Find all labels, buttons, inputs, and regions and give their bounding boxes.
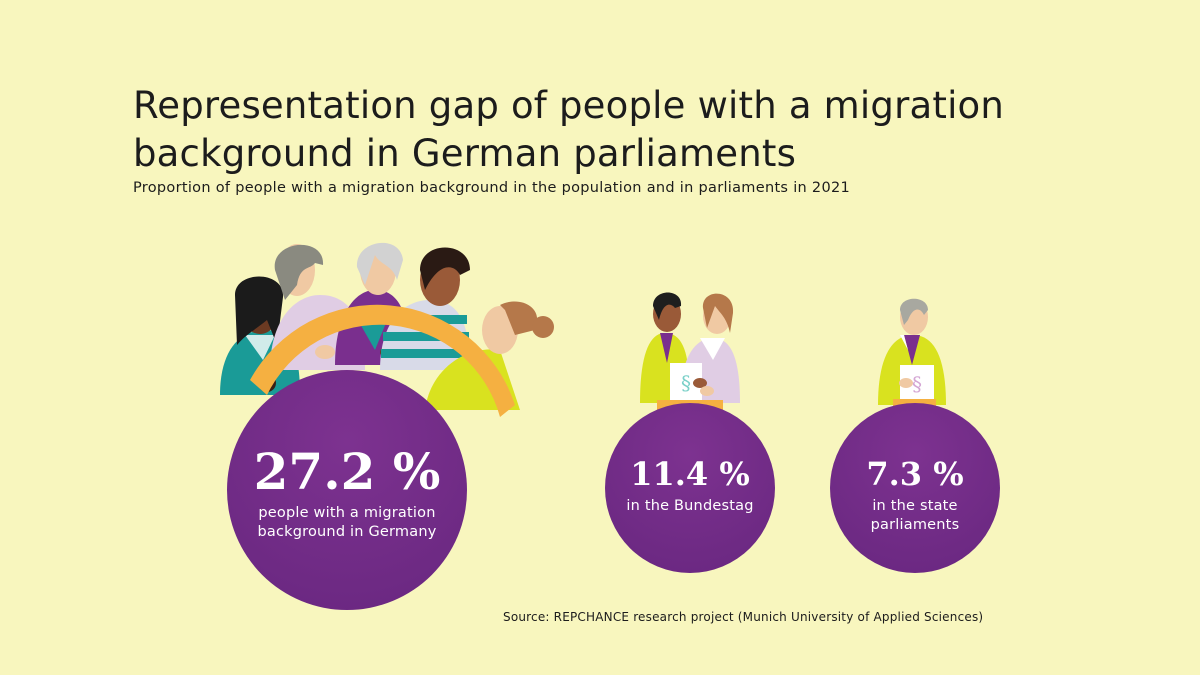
page-subtitle: Proportion of people with a migration ba… (133, 180, 851, 196)
stat-label-line: in the state (872, 498, 958, 514)
stat-label: in the Bundestag (605, 497, 775, 516)
state-parliament-member-illustration: § (878, 298, 946, 413)
stat-circle-state-parliaments: 7.3 % in the state parliaments (830, 403, 1000, 573)
stat-label-line: people with a migration (258, 505, 436, 521)
stat-label-line: in the Bundestag (626, 498, 754, 514)
stat-value: 27.2 % (253, 442, 441, 501)
stat-value: 11.4 % (630, 455, 750, 493)
stat-value: 7.3 % (866, 455, 964, 493)
page-title: Representation gap of people with a migr… (133, 84, 1005, 175)
stat-circle-bundestag: 11.4 % in the Bundestag (605, 403, 775, 573)
population-group-illustration (220, 242, 554, 417)
stat-label: people with a migration background in Ge… (227, 504, 467, 542)
svg-text:§: § (681, 371, 691, 395)
bundestag-members-illustration: § (640, 292, 740, 413)
stat-label-line: background in Germany (257, 524, 437, 540)
stat-label: in the state parliaments (830, 497, 1000, 535)
stat-label-line: parliaments (870, 517, 960, 533)
svg-text:§: § (912, 372, 922, 396)
source-note: Source: REPCHANCE research project (Muni… (503, 610, 984, 624)
stat-circle-population: 27.2 % people with a migration backgroun… (227, 370, 467, 610)
